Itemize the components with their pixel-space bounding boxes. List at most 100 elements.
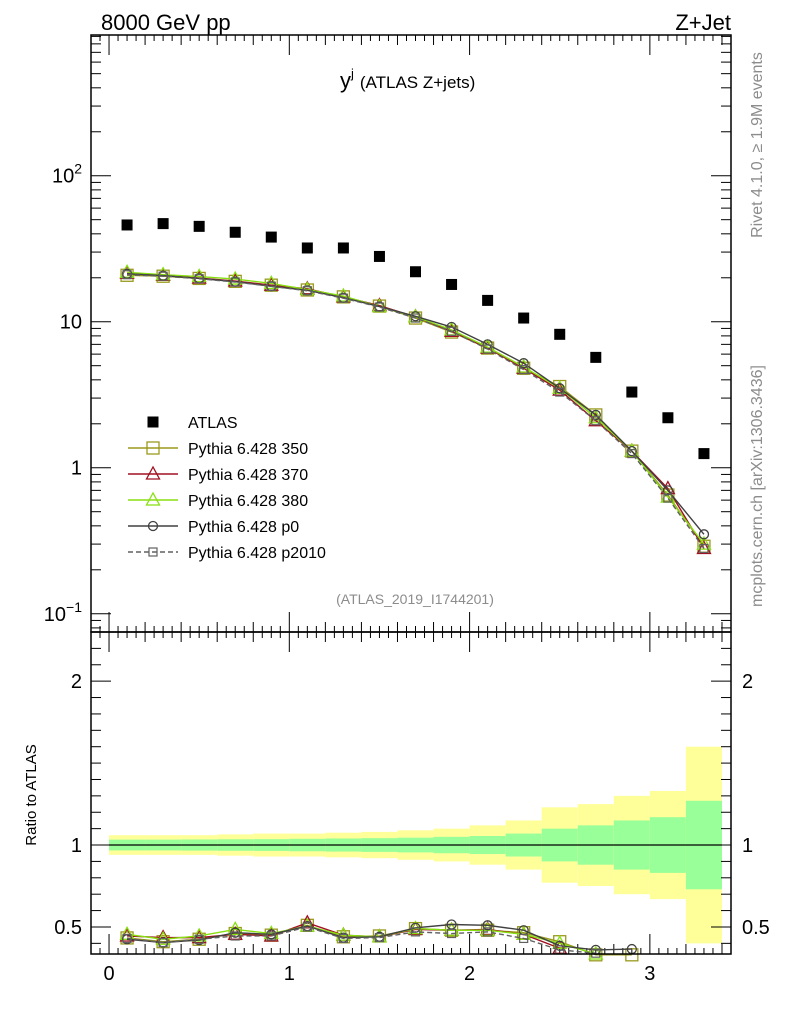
legend-marker	[147, 416, 159, 428]
series-5-point	[194, 274, 204, 284]
legend-label: Pythia 6.428 p0	[188, 519, 299, 536]
series-0-point	[157, 218, 169, 230]
series-5-point	[374, 302, 385, 312]
series-5-ratio-point	[122, 933, 132, 944]
series-2-point	[696, 540, 712, 555]
legend: ATLAS Pythia 6.428 350 Pythia 6.428 370 Pyt…	[128, 415, 326, 562]
series-2-point	[588, 412, 604, 427]
series-5-point	[446, 326, 457, 336]
series-5-point	[663, 493, 673, 503]
series-0-point	[373, 250, 385, 262]
header-left: 8000 GeV pp	[101, 10, 231, 35]
series-0-point	[698, 448, 710, 460]
series-5-point	[591, 416, 601, 426]
series-0-point	[229, 226, 241, 238]
ratio-ylabel: Ratio to ATLAS	[23, 744, 40, 845]
legend-label: Pythia 6.428 370	[188, 467, 308, 484]
y-tick-label: 102	[52, 161, 82, 188]
title-superscript: j	[350, 66, 354, 81]
series-5-point	[158, 271, 168, 281]
series-5-point	[338, 293, 348, 303]
ratio-y-tick-label: 1	[71, 835, 82, 857]
series-5-ratio-point	[591, 948, 601, 958]
series-0-point	[482, 294, 494, 306]
legend-marker	[145, 491, 161, 506]
axis-ticks: 0 1 2 3 10−1 1 10 102 0.5 0.5 1 1 2 2	[44, 35, 770, 985]
series-5-ratio-point	[194, 934, 204, 944]
series-5-ratio-point	[446, 928, 457, 939]
series-5-ratio-point	[158, 937, 168, 948]
series-5-ratio-point	[338, 933, 348, 944]
series-2-point	[552, 381, 568, 396]
series-0-point	[554, 328, 566, 340]
title-symbol: y	[340, 68, 351, 93]
series-0-point	[626, 386, 638, 398]
series-3-ratio-point	[227, 921, 243, 936]
legend-label: Pythia 6.428 p2010	[188, 545, 326, 562]
series-5-point	[519, 365, 529, 375]
series-5-point	[555, 387, 565, 397]
series-5-point	[266, 281, 276, 291]
series-2-ratio-point	[299, 914, 315, 929]
legend-label: Pythia 6.428 350	[188, 441, 308, 458]
series-5-ratio-point	[374, 933, 385, 943]
legend-marker	[145, 465, 161, 480]
series-5-point	[410, 313, 421, 323]
series-0-point	[121, 219, 133, 231]
title-subtitle: (ATLAS Z+jets)	[360, 73, 475, 92]
x-tick-label: 0	[103, 963, 114, 985]
series-0-point	[590, 351, 602, 363]
x-tick-label: 2	[464, 963, 475, 985]
main-frame	[90, 34, 732, 633]
ratio-series	[119, 914, 639, 962]
ratio-y-tick-label: 0.5	[54, 917, 82, 939]
series-5-ratio-point	[302, 922, 312, 932]
series-5-point	[699, 543, 709, 554]
series-5-point	[122, 270, 132, 280]
legend-marker	[148, 547, 158, 557]
series-5-ratio-point	[266, 931, 276, 941]
chart-title: yj (ATLAS Z+jets)	[340, 66, 475, 93]
x-tick-label: 3	[644, 963, 655, 985]
legend-marker	[146, 441, 160, 455]
series-3-ratio-line	[126, 925, 596, 955]
series-5-ratio-point	[483, 927, 493, 937]
legend-label: ATLAS	[188, 415, 238, 432]
series-0-point	[265, 231, 277, 243]
mcplots-label: mcplots.cern.ch [arXiv:1306.3436]	[749, 365, 766, 607]
series-4-point	[698, 529, 710, 540]
series-3-point	[696, 535, 712, 550]
analysis-id: (ATLAS_2019_I1744201)	[336, 591, 494, 607]
series-0-point	[193, 220, 205, 232]
series-5-line	[127, 273, 705, 549]
ratio-y-tick-label-right: 0.5	[742, 917, 770, 939]
y-tick-label: 1	[71, 458, 82, 480]
rivet-label: Rivet 4.1.0, ≥ 1.9M events	[749, 52, 766, 238]
main-series	[119, 218, 712, 555]
series-1-ratio-point	[625, 948, 639, 962]
series-5-point	[627, 448, 637, 459]
series-5-point	[483, 344, 493, 354]
ratio-y-tick-label-right: 1	[742, 835, 753, 857]
series-5-point	[230, 277, 240, 287]
series-0-point	[337, 242, 349, 254]
series-5-ratio-point	[230, 931, 240, 941]
y-tick-label: 10−1	[44, 599, 82, 626]
series-0-point	[446, 278, 458, 290]
series-0-point	[301, 242, 313, 254]
legend-marker	[147, 520, 159, 532]
ratio-y-tick-label: 2	[71, 671, 82, 693]
series-5-ratio-point	[519, 933, 529, 944]
series-0-point	[518, 312, 530, 324]
x-tick-label: 1	[284, 963, 295, 985]
series-5-ratio-point	[410, 927, 421, 937]
series-4-ratio-point	[482, 920, 493, 931]
ratio-y-tick-label-right: 2	[742, 671, 753, 693]
series-0-point	[662, 412, 674, 424]
series-4-point	[518, 358, 529, 369]
series-5-ratio-line	[126, 926, 596, 954]
y-tick-label: 10	[60, 312, 82, 334]
header-right: Z+Jet	[675, 10, 731, 35]
ratio-frame	[90, 631, 732, 955]
